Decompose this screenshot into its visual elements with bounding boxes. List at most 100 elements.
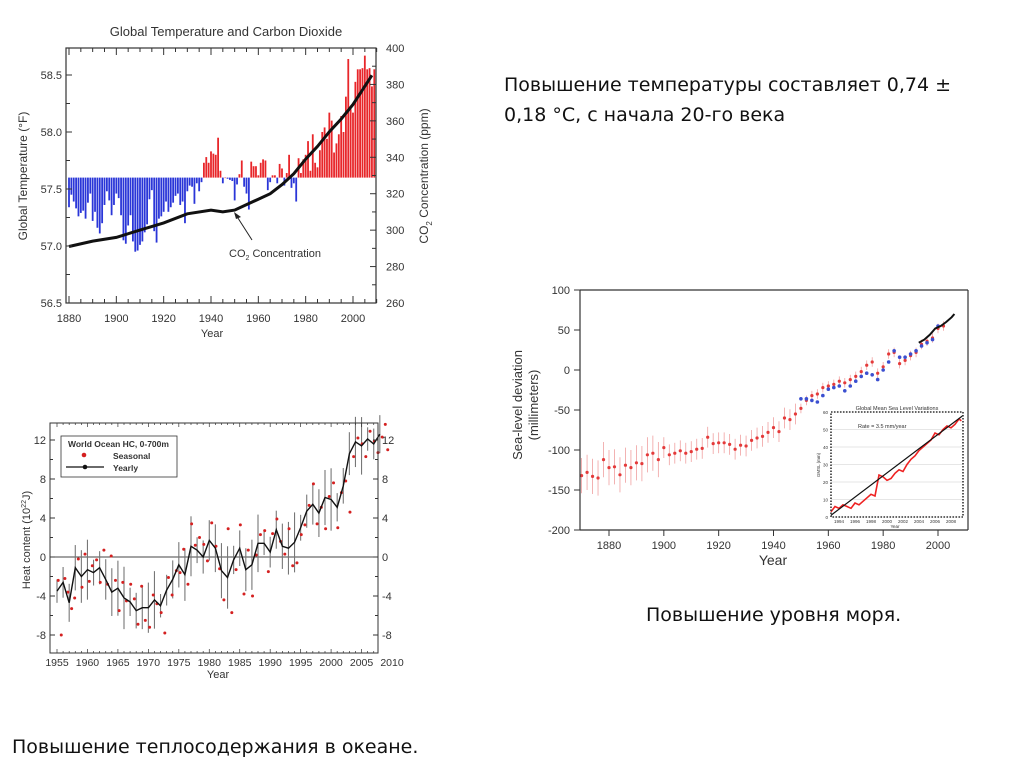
ocean-heat-caption: Повышение теплосодержания в океане. (12, 736, 419, 758)
temperature-bar (238, 174, 241, 178)
seasonal-point (356, 436, 360, 440)
sea-level-red-point (843, 381, 847, 385)
seasonal-point (136, 622, 140, 626)
sea-level-blue-point (837, 384, 842, 388)
temperature-bar (321, 132, 324, 178)
temperature-bar (98, 177, 101, 234)
temperature-bar (288, 154, 290, 178)
seasonal-point (178, 571, 182, 575)
temperature-bar (302, 159, 305, 178)
temperature-bar (371, 86, 373, 178)
sea-level-blue-point (930, 337, 935, 342)
y-tick-label: 56.5 (41, 298, 62, 310)
x-tick-label: 2000 (319, 657, 343, 669)
y-tick-label: 57.5 (41, 184, 62, 196)
sea-level-blue-point (897, 355, 902, 359)
x-tick-label: 1920 (151, 313, 175, 325)
seasonal-point (193, 543, 197, 547)
inset-y-ticks: 0 10 20 30 40 50 60 (823, 410, 829, 520)
co2-annotation: CO2 Concentration (229, 248, 321, 262)
inset-x-tick-label: 1998 (866, 519, 877, 524)
sea-level-blue-point (799, 397, 803, 401)
seasonal-point (117, 609, 121, 613)
x-tick-label: 1970 (137, 657, 161, 669)
y2-tick-label: 280 (386, 262, 404, 274)
sea-level-red-point (887, 352, 891, 356)
temperature-caption: Повышение температуры составляет 0,74 ± … (504, 74, 952, 126)
temperature-bar (184, 177, 186, 224)
seasonal-point (198, 536, 202, 539)
sea-level-blue-point (826, 387, 831, 391)
temperature-bar (82, 177, 85, 211)
x-tick-label: 1980 (871, 540, 895, 552)
seasonal-point (352, 455, 356, 459)
y-tick-label: 100 (552, 285, 570, 297)
x-axis-label: Year (207, 669, 230, 681)
x-tick-label: 2005 (350, 657, 374, 669)
temperature-bar (219, 170, 222, 178)
y2-tick-label: 300 (386, 225, 404, 237)
seasonal-point (251, 594, 255, 598)
sea-level-red-point (766, 430, 770, 434)
x-tick-label: 1955 (45, 657, 69, 669)
y-tick-label-right: 4 (382, 513, 388, 525)
seasonal-point (271, 532, 275, 536)
seasonal-point (311, 482, 315, 486)
temperature-bar (110, 177, 113, 216)
seasonal-point (205, 559, 209, 563)
sea-level-red-point (733, 447, 737, 451)
y-tick-label: -4 (36, 591, 46, 603)
seasonal-point (307, 503, 311, 507)
temperature-bar (330, 120, 333, 178)
temperature-bar (333, 152, 335, 178)
temperature-bar (292, 177, 295, 184)
inset-y-tick-label: 40 (823, 445, 829, 450)
x-tick-label: 1960 (76, 657, 100, 669)
temperature-bar (179, 177, 182, 205)
temperature-bar (101, 177, 104, 224)
temperature-bar (285, 173, 288, 178)
seasonal-point (246, 548, 250, 552)
seasonal-points (56, 422, 390, 637)
sea-level-red-point (706, 435, 710, 439)
sea-level-satellite-line (918, 313, 956, 344)
sea-level-red-point (865, 363, 869, 367)
seasonal-point (163, 631, 167, 635)
seasonal-point (90, 564, 94, 568)
seasonal-point (238, 523, 242, 527)
x-tick-label: 1880 (597, 540, 621, 552)
temperature-bar (68, 177, 70, 208)
sea-level-blue-series (799, 324, 940, 404)
y-tick-label: 0 (40, 552, 46, 564)
temperature-co2-chart: Global Temperature and Carbon Dioxide 18… (0, 0, 440, 350)
seasonal-point (63, 576, 67, 580)
chart-title: Global Temperature and Carbon Dioxide (110, 24, 342, 39)
sea-level-red-point (711, 442, 715, 446)
seasonal-point (336, 526, 340, 530)
x-tick-label: 1980 (293, 313, 317, 325)
y-axis-ticks: -8 -8 -4 -4 0 0 4 4 8 8 12 12 (34, 435, 395, 642)
temperature-bar (217, 137, 219, 178)
temperature-bar (193, 177, 196, 204)
temperature-bar (342, 132, 345, 178)
sea-level-blue-point (886, 360, 891, 364)
seasonal-point (143, 618, 147, 622)
temperature-bar (89, 177, 92, 194)
seasonal-point (56, 578, 60, 582)
temperature-bar (278, 163, 281, 178)
temperature-co2-svg: Global Temperature and Carbon Dioxide 18… (16, 24, 434, 340)
temperature-bar (207, 162, 210, 178)
temperature-bar (155, 177, 158, 243)
temperature-bar (91, 177, 94, 221)
seasonal-point (202, 542, 206, 546)
sea-level-red-point (612, 465, 617, 469)
y-tick-label: -8 (36, 630, 46, 642)
sea-level-red-point (760, 434, 765, 438)
sea-level-blue-point (908, 352, 913, 356)
temperature-bar (264, 160, 267, 178)
x-tick-label: 1940 (761, 540, 785, 552)
sea-level-red-point (870, 360, 874, 364)
sea-level-red-point (607, 466, 611, 470)
temperature-bar (203, 162, 205, 178)
temperature-bar (345, 96, 347, 178)
